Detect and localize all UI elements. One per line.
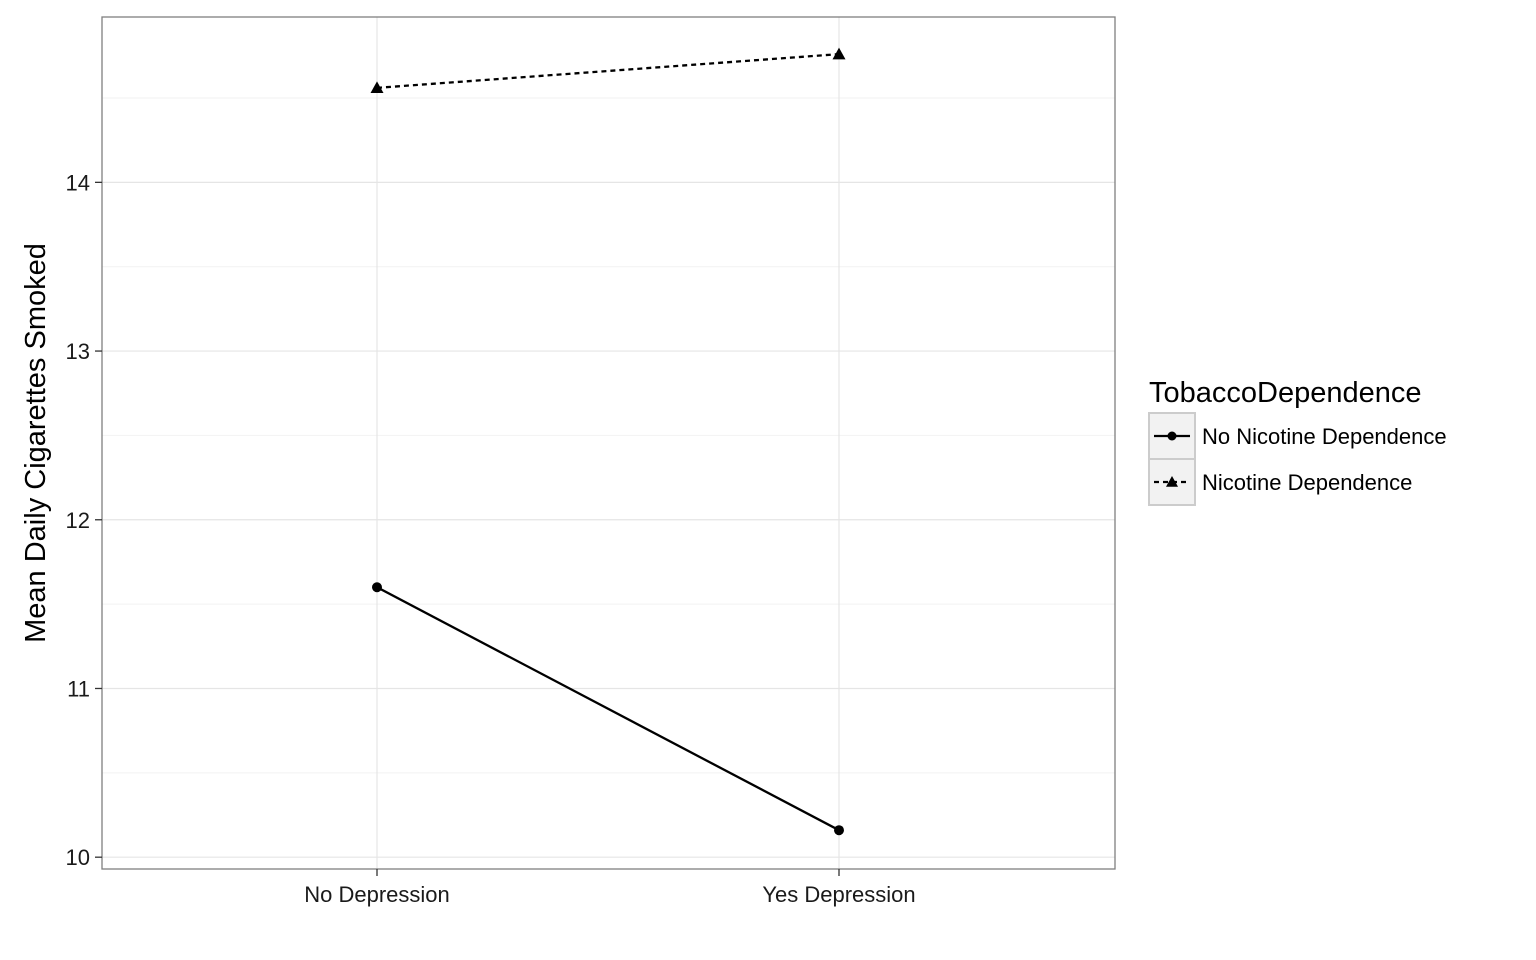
data-point — [834, 825, 844, 836]
y-tick-label: 10 — [66, 845, 90, 870]
y-tick-label: 12 — [66, 508, 90, 533]
legend-label: No Nicotine Dependence — [1202, 424, 1447, 449]
data-series — [370, 47, 846, 836]
x-tick-label: Yes Depression — [762, 882, 915, 907]
legend-key-marker — [1166, 476, 1178, 487]
data-point — [832, 47, 846, 60]
y-axis-title: Mean Daily Cigarettes Smoked — [20, 243, 52, 643]
legend-item-nicotine-dependence: Nicotine Dependence — [1148, 458, 1412, 506]
series-nicotine-dependence — [370, 47, 846, 94]
legend-item-no-nicotine-dependence: No Nicotine Dependence — [1148, 412, 1447, 460]
legend-key-marker — [1167, 431, 1177, 441]
x-tick-label: No Depression — [304, 882, 450, 907]
legend-label: Nicotine Dependence — [1202, 470, 1412, 495]
y-tick-label: 14 — [66, 170, 90, 195]
grid-lines — [102, 17, 1115, 869]
axes: 10 11 12 13 14 No Depression Yes Depression — [66, 170, 916, 907]
y-tick-label: 11 — [67, 676, 90, 701]
plot-panel-border — [101, 16, 1116, 870]
legend: TobaccoDependence No Nicotine Dependence… — [1148, 377, 1447, 506]
y-tick-label: 13 — [66, 339, 90, 364]
series-line — [376, 586, 840, 832]
series-no-nicotine-dependence — [372, 582, 844, 836]
data-point — [370, 81, 384, 94]
legend-title: TobaccoDependence — [1149, 377, 1421, 409]
plot-panel — [102, 17, 1115, 869]
data-point — [372, 582, 382, 593]
